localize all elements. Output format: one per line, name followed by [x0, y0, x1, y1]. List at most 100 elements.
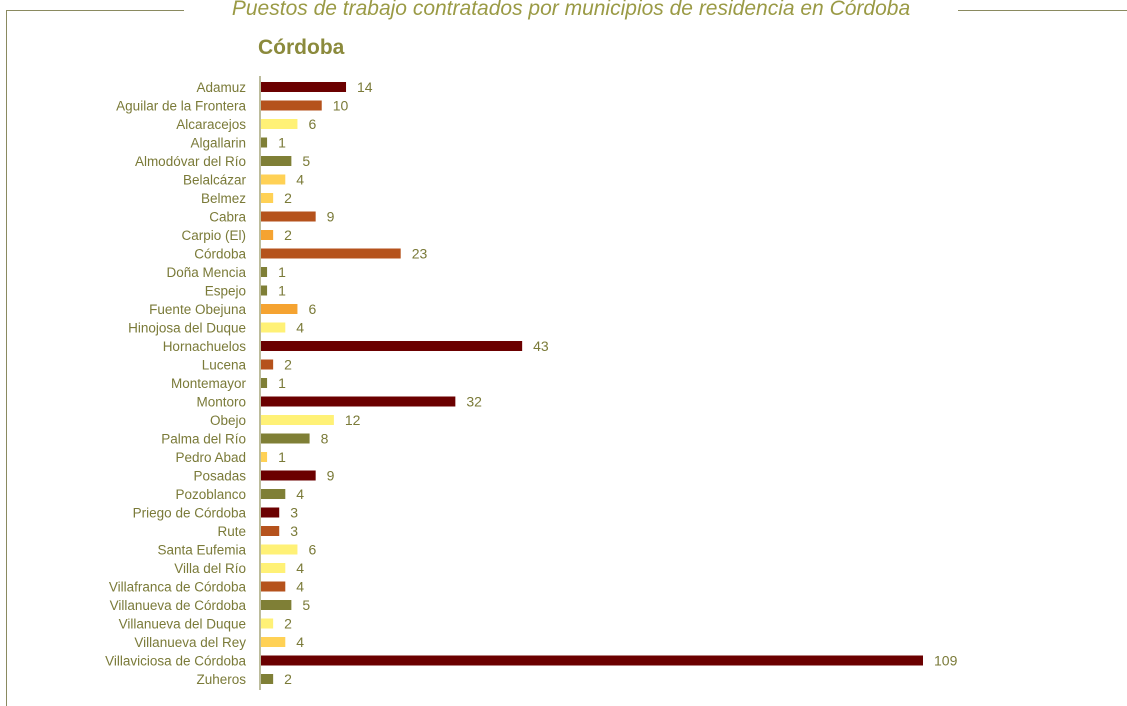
category-label: Algallarin — [190, 136, 246, 151]
data-label: 43 — [533, 338, 549, 354]
category-label: Montoro — [196, 395, 246, 410]
data-label: 109 — [934, 653, 958, 669]
category-label: Posadas — [193, 469, 246, 484]
bar — [261, 248, 401, 259]
data-label: 9 — [327, 209, 335, 225]
bar — [261, 137, 268, 148]
category-label: Villafranca de Córdoba — [109, 580, 247, 595]
category-label: Hinojosa del Duque — [128, 321, 246, 336]
bar — [261, 637, 286, 647]
data-label: 2 — [284, 190, 292, 206]
bar — [261, 100, 322, 111]
category-label: Villanueva del Duque — [119, 617, 246, 632]
data-label: 3 — [290, 523, 298, 539]
category-label: Rute — [217, 524, 246, 539]
data-label: 4 — [296, 172, 304, 188]
bar — [261, 674, 274, 684]
bar — [261, 544, 298, 555]
bar — [261, 526, 280, 536]
data-label: 9 — [327, 468, 335, 484]
category-label: Fuente Obejuna — [149, 302, 246, 317]
data-label: 2 — [284, 227, 292, 243]
category-label: Villanueva del Rey — [134, 635, 246, 650]
category-label: Aguilar de la Frontera — [116, 99, 246, 114]
data-label: 2 — [284, 357, 292, 373]
bar — [261, 396, 456, 407]
category-label: Pozoblanco — [175, 487, 246, 502]
data-label: 1 — [278, 135, 286, 151]
category-label: Zuheros — [196, 672, 246, 687]
bar — [261, 156, 292, 166]
data-label: 4 — [296, 560, 304, 576]
data-label: 4 — [296, 634, 304, 650]
category-label: Carpio (El) — [181, 228, 246, 243]
category-label: Adamuz — [196, 80, 246, 95]
bar — [261, 119, 298, 129]
bar — [261, 230, 274, 240]
bar — [261, 211, 316, 222]
category-label: Obejo — [210, 413, 246, 428]
bar — [261, 618, 274, 629]
frame-border-top-right — [958, 10, 1127, 11]
data-label: 23 — [412, 246, 428, 262]
frame-border-top-left — [6, 10, 184, 11]
data-label: 12 — [345, 412, 361, 428]
category-label: Doña Mencia — [166, 265, 246, 280]
data-label: 1 — [278, 283, 286, 299]
data-label: 1 — [278, 264, 286, 280]
category-label: Villa del Río — [174, 561, 246, 576]
data-label: 6 — [308, 542, 316, 558]
data-label: 3 — [290, 505, 298, 521]
bar — [261, 489, 286, 499]
category-label: Alcaracejos — [176, 117, 246, 132]
chart-title: Córdoba — [258, 36, 345, 59]
category-label: Cabra — [209, 210, 246, 225]
category-label: Montemayor — [171, 376, 247, 391]
bar — [261, 322, 286, 333]
category-label: Santa Eufemia — [157, 543, 246, 558]
bar — [261, 304, 298, 314]
data-label: 10 — [333, 98, 349, 114]
data-label: 1 — [278, 375, 286, 391]
category-label: Córdoba — [194, 247, 246, 262]
category-label: Belmez — [201, 191, 246, 206]
data-label: 14 — [357, 79, 373, 95]
data-label: 5 — [302, 153, 310, 169]
bar — [261, 655, 923, 666]
category-label: Villanueva de Córdoba — [110, 598, 247, 613]
data-label: 5 — [302, 597, 310, 613]
bar — [261, 267, 268, 277]
data-label: 6 — [308, 116, 316, 132]
frame-title: Puestos de trabajo contratados por munic… — [231, 0, 911, 20]
category-label: Pedro Abad — [175, 450, 246, 465]
bar — [261, 341, 523, 351]
bar — [261, 433, 310, 444]
category-label: Almodóvar del Río — [135, 154, 246, 169]
bar — [261, 470, 316, 481]
bar — [261, 600, 292, 610]
category-label: Lucena — [202, 358, 247, 373]
data-label: 4 — [296, 320, 304, 336]
bar — [261, 415, 334, 425]
bar — [261, 174, 286, 185]
bar — [261, 359, 274, 370]
category-label: Hornachuelos — [163, 339, 247, 354]
data-label: 4 — [296, 579, 304, 595]
data-label: 6 — [308, 301, 316, 317]
frame-border-left — [6, 10, 7, 706]
bar — [261, 82, 347, 92]
bar — [261, 452, 268, 462]
bar — [261, 378, 268, 388]
category-label: Priego de Córdoba — [133, 506, 247, 521]
data-label: 2 — [284, 671, 292, 687]
bar — [261, 507, 280, 518]
bar — [261, 581, 286, 592]
data-label: 4 — [296, 486, 304, 502]
bar — [261, 563, 286, 573]
data-label: 8 — [321, 431, 329, 447]
data-label: 1 — [278, 449, 286, 465]
bar — [261, 285, 268, 296]
category-label: Espejo — [205, 284, 246, 299]
bar — [261, 193, 274, 203]
